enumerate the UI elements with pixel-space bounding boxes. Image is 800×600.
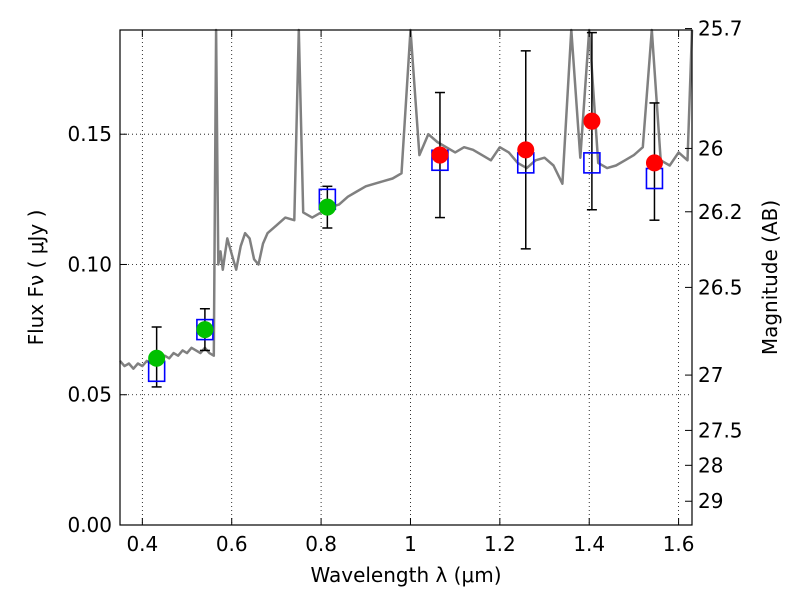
y2-tick-label: 25.7 [698,17,743,41]
y-tick-label: 0.15 [67,122,112,146]
x-tick-label: 1 [404,532,417,556]
observed-point-red [645,154,663,172]
x-tick-label: 0.6 [216,532,248,556]
observed-point-green [196,321,214,339]
y-axis-ticks: 0.00 0.05 0.10 0.15 [67,122,127,537]
x-tick-label: 1.2 [484,532,516,556]
y2-tick-label: 27.5 [698,418,743,442]
observed-points-series [148,112,663,367]
observed-point-green [148,349,166,367]
model-photometry-marker [583,152,601,174]
y2-axis-label: Magnitude (AB) [758,200,782,355]
y2-tick-label: 26.2 [698,200,743,224]
spectrum-series [119,28,694,370]
y2-tick-label: 27 [698,363,723,387]
y2-axis-ticks: 25.7 26 26.2 26.5 27 27.5 28 29 [685,17,743,513]
x-axis-label: Wavelength λ (μm) [310,563,501,587]
spectrum-line [119,28,694,370]
y-axis-label: Flux Fν ( μJy ) [24,210,48,346]
y2-tick-label: 26 [698,136,723,160]
y2-tick-label: 29 [698,489,723,513]
x-tick-label: 1.6 [663,532,695,556]
plot-frame [119,29,693,526]
x-tick-label: 0.8 [305,532,337,556]
observed-point-red [583,112,601,130]
y2-tick-label: 28 [698,453,723,477]
x-tick-label: 1.4 [573,532,605,556]
y-tick-label: 0.00 [67,513,112,537]
x-tick-label: 0.4 [126,532,158,556]
model-photometry-series [147,149,664,383]
error-bars [151,31,660,388]
x-axis-ticks: 0.4 0.6 0.8 1 1.2 1.4 1.6 [126,30,695,556]
observed-point-red [517,141,535,159]
y2-tick-label: 26.5 [698,275,743,299]
y-tick-label: 0.05 [67,383,112,407]
y-tick-label: 0.10 [67,252,112,276]
observed-point-green [318,198,336,216]
observed-point-red [431,146,449,164]
